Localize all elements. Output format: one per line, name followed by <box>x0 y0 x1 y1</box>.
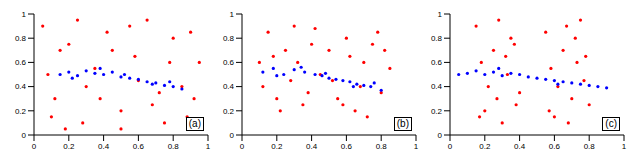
svg-text:0.8: 0.8 <box>15 34 27 43</box>
html-text:(b): (b) <box>396 118 409 129</box>
svg-text:0.6: 0.6 <box>341 142 353 151</box>
svg-text:0.4: 0.4 <box>98 142 110 151</box>
html-text:(c): (c) <box>605 118 617 129</box>
svg-text:0: 0 <box>448 142 453 151</box>
svg-text:0.8: 0.8 <box>584 142 596 151</box>
svg-text:0.2: 0.2 <box>63 142 75 151</box>
svg-text:1: 1 <box>622 142 627 151</box>
svg-text:0.6: 0.6 <box>431 58 443 67</box>
svg-text:0.4: 0.4 <box>15 82 27 91</box>
svg-text:0.2: 0.2 <box>479 142 491 151</box>
svg-text:0.6: 0.6 <box>15 58 27 67</box>
svg-text:0.8: 0.8 <box>431 34 443 43</box>
svg-text:0.8: 0.8 <box>168 142 180 151</box>
svg-text:0.4: 0.4 <box>223 82 235 91</box>
svg-text:0: 0 <box>230 131 235 140</box>
svg-text:0.6: 0.6 <box>133 142 145 151</box>
svg-text:0.2: 0.2 <box>271 142 283 151</box>
svg-text:0.8: 0.8 <box>223 34 235 43</box>
svg-text:1: 1 <box>206 142 211 151</box>
html-text:(a): (a) <box>188 118 201 129</box>
svg-text:1: 1 <box>414 142 419 151</box>
svg-text:0.6: 0.6 <box>549 142 561 151</box>
svg-text:0.4: 0.4 <box>306 142 318 151</box>
svg-text:0.4: 0.4 <box>514 142 526 151</box>
svg-text:1: 1 <box>22 10 27 19</box>
svg-text:0: 0 <box>438 131 443 140</box>
svg-text:0: 0 <box>240 142 245 151</box>
svg-text:0: 0 <box>32 142 37 151</box>
svg-text:0.2: 0.2 <box>15 107 27 116</box>
svg-text:0.6: 0.6 <box>223 58 235 67</box>
svg-text:0.4: 0.4 <box>431 82 443 91</box>
svg-text:0.2: 0.2 <box>223 107 235 116</box>
svg-text:0.2: 0.2 <box>431 107 443 116</box>
svg-text:1: 1 <box>438 10 443 19</box>
svg-text:0: 0 <box>22 131 27 140</box>
svg-text:1: 1 <box>230 10 235 19</box>
svg-text:0.8: 0.8 <box>376 142 388 151</box>
